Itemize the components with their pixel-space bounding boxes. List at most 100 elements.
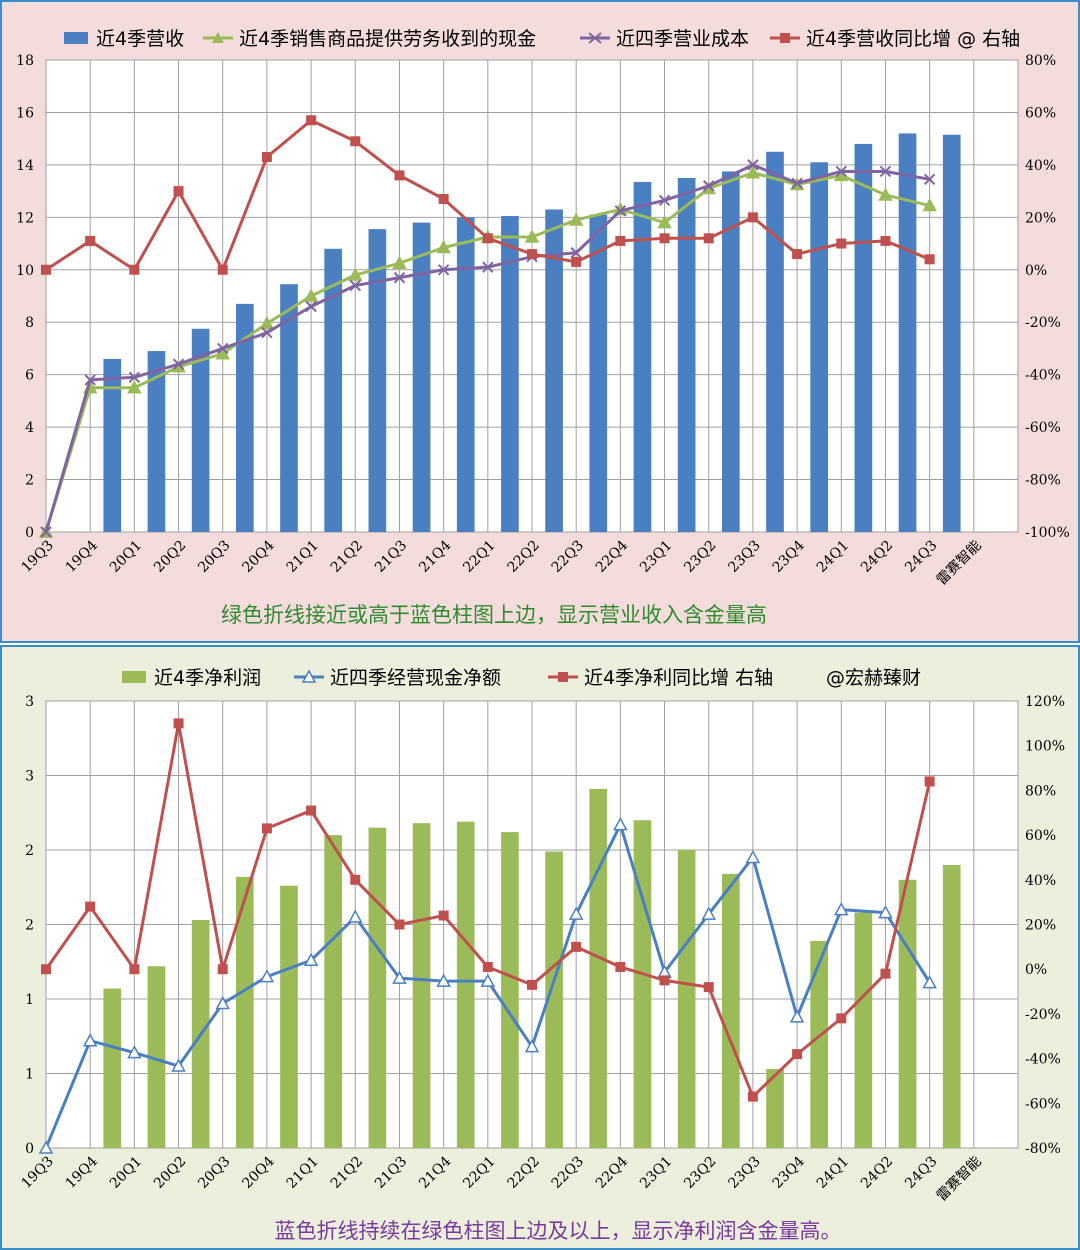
- data-point: [392, 255, 407, 269]
- data-point: [615, 235, 626, 246]
- data-point: [524, 229, 540, 243]
- x-tick-label: 22Q4: [593, 537, 631, 575]
- bar: [235, 876, 254, 1148]
- legend-swatch-net-profit: [122, 671, 146, 683]
- data-point: [40, 526, 52, 538]
- data-point: [215, 346, 230, 360]
- data-point: [173, 718, 184, 729]
- y2-tick-label: 80%: [1025, 783, 1056, 799]
- bar: [280, 284, 298, 532]
- bar: [412, 823, 431, 1148]
- y-tick-label: 4: [25, 420, 34, 436]
- x-tick-label: 20Q2: [151, 1154, 189, 1192]
- data-point: [568, 906, 584, 920]
- data-point: [527, 249, 537, 260]
- legend-label-net-profit: 近4季净利润: [154, 667, 261, 689]
- data-point: [792, 1049, 803, 1060]
- y-tick-label: 0: [25, 1141, 34, 1157]
- data-point: [303, 952, 319, 967]
- data-point: [480, 973, 496, 987]
- x-tick-label: 20Q2: [151, 538, 189, 576]
- data-point: [658, 194, 671, 206]
- y2-tick-label: 40%: [1025, 873, 1056, 889]
- bar: [766, 151, 784, 532]
- bar: [501, 216, 519, 532]
- data-point: [614, 205, 627, 217]
- chart-caption: 蓝色折线持续在绿色柱图上边及以上，显示净利润含金量高。: [275, 1219, 842, 1243]
- data-point: [217, 964, 228, 975]
- x-tick-label: 雷赛智能: [934, 538, 985, 589]
- bar: [545, 209, 563, 532]
- data-point: [128, 371, 141, 383]
- y-tick-label: 1: [25, 992, 34, 1008]
- x-tick-label: 21Q1: [284, 538, 322, 576]
- data-point: [835, 165, 847, 178]
- y-tick-label: 2: [25, 918, 34, 934]
- bar: [147, 966, 166, 1148]
- x-tick-label: 19Q3: [19, 538, 57, 576]
- data-point: [217, 342, 229, 355]
- chart-caption: 绿色折线接近或高于蓝色柱图上边，显示营业收入含金量高: [221, 603, 767, 627]
- legend-swatch-revenue: [64, 32, 88, 44]
- y-tick-label: 3: [25, 769, 34, 785]
- bar: [456, 217, 475, 533]
- x-tick-label: 23Q1: [637, 1154, 675, 1192]
- data-point: [306, 805, 317, 816]
- y2-tick-label: -20%: [1025, 1007, 1061, 1023]
- data-point: [438, 910, 449, 921]
- bar: [633, 181, 652, 532]
- y-tick-label: 12: [16, 210, 34, 226]
- x-tick-label: 24Q3: [902, 1154, 940, 1192]
- bar: [633, 820, 652, 1148]
- x-tick-label: 23Q1: [637, 538, 675, 576]
- x-tick-label: 24Q1: [814, 538, 852, 576]
- data-point: [745, 165, 761, 179]
- data-point: [880, 235, 891, 246]
- legend-marker-cash-received: [212, 32, 224, 43]
- data-point: [570, 247, 582, 259]
- data-point: [259, 969, 275, 983]
- data-point: [657, 215, 672, 229]
- data-point: [527, 979, 537, 990]
- bar: [280, 885, 298, 1148]
- x-tick-label: 23Q4: [770, 537, 808, 575]
- y-tick-label: 8: [25, 315, 34, 331]
- legend-marker-op-cost: [588, 32, 602, 44]
- x-tick-label: 19Q4: [63, 1153, 101, 1191]
- plot-area: 0 2 4 6 8 10 12 14 16 18 -100% -80% -60% -40% -20% 0% 20…: [16, 53, 1070, 588]
- bar: [147, 351, 166, 532]
- data-point: [217, 264, 228, 275]
- y2-tick-label: 120%: [1025, 694, 1065, 710]
- data-point: [747, 159, 759, 171]
- data-point: [836, 238, 847, 249]
- data-point: [215, 995, 230, 1010]
- data-point: [348, 267, 363, 281]
- x-tick-label: 22Q2: [505, 538, 543, 576]
- data-point: [173, 186, 184, 197]
- y-tick-label: 18: [16, 53, 34, 69]
- legend: 近4季营收 近4季销售商品提供劳务收到的现金 近四季营业成本 近4季营收同比增 …: [64, 28, 1020, 50]
- x-tick-label: 20Q3: [195, 538, 233, 576]
- data-point: [84, 374, 96, 386]
- bar: [942, 134, 961, 532]
- x-tick-label: 22Q2: [505, 1154, 543, 1192]
- data-point: [747, 1091, 758, 1102]
- y2-tick-label: 0%: [1025, 263, 1047, 279]
- y2-tick-label: 60%: [1025, 828, 1056, 844]
- x-tick-label: 21Q2: [328, 538, 366, 576]
- data-point: [615, 961, 626, 972]
- data-point: [880, 968, 891, 979]
- data-point: [127, 380, 142, 394]
- legend-label-op-cost: 近四季营业成本: [616, 28, 749, 50]
- y-tick-label: 10: [16, 263, 34, 279]
- bar: [766, 1069, 784, 1148]
- data-point: [350, 874, 361, 885]
- data-point: [85, 235, 96, 246]
- data-point: [571, 941, 582, 952]
- data-point: [129, 964, 140, 975]
- data-point: [924, 776, 935, 787]
- bar: [456, 821, 475, 1148]
- bar: [677, 850, 696, 1148]
- data-point: [482, 961, 493, 972]
- y2-tick-label: 100%: [1025, 739, 1065, 755]
